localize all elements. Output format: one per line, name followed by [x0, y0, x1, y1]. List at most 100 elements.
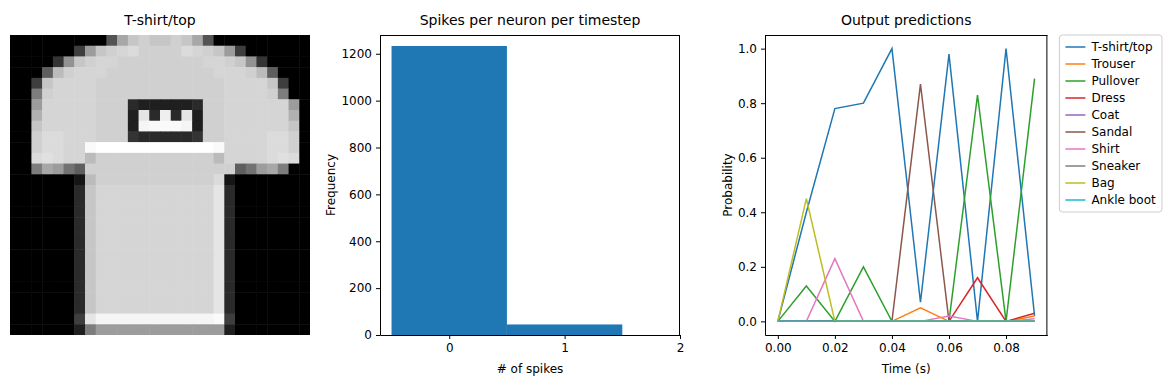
lines	[778, 49, 1035, 322]
pixel	[256, 142, 267, 153]
pixel	[181, 35, 192, 46]
series-line	[778, 199, 1035, 322]
pixel	[74, 217, 85, 228]
pixel	[235, 164, 246, 175]
pixel	[278, 217, 289, 228]
pixel	[106, 131, 117, 142]
pixel	[160, 239, 171, 250]
pixel	[235, 271, 246, 282]
pixel	[214, 303, 225, 314]
pixel	[10, 292, 21, 303]
pixel	[85, 110, 96, 121]
pixel	[128, 239, 139, 250]
pixel	[214, 89, 225, 100]
pixel	[181, 196, 192, 207]
pixel	[10, 196, 21, 207]
pixel	[10, 303, 21, 314]
tick: 600	[349, 188, 380, 202]
pixel	[139, 164, 150, 175]
pixel	[53, 292, 64, 303]
y-axis: 020040060080010001200	[341, 36, 380, 343]
pixel	[235, 303, 246, 314]
pixel	[267, 99, 278, 110]
pixel	[64, 142, 75, 153]
tick-mark	[376, 54, 380, 55]
pixel	[85, 67, 96, 78]
pixel	[192, 153, 203, 164]
pixel	[42, 314, 53, 325]
pixel	[128, 99, 139, 110]
pixel	[117, 121, 128, 132]
pixel	[139, 110, 150, 121]
pixel	[31, 206, 42, 217]
pixel	[267, 292, 278, 303]
pixel	[267, 110, 278, 121]
pixel	[278, 314, 289, 325]
pixel	[42, 239, 53, 250]
pixel	[74, 99, 85, 110]
pixel	[42, 185, 53, 196]
pixel	[299, 35, 310, 46]
pixel	[171, 46, 182, 57]
pixel	[21, 292, 32, 303]
legend-label: Sandal	[1091, 125, 1132, 139]
pixel	[171, 153, 182, 164]
pixel	[53, 164, 64, 175]
pixel	[299, 174, 310, 185]
pixel	[181, 260, 192, 271]
pixel	[192, 78, 203, 89]
pixel	[160, 164, 171, 175]
pixel	[224, 196, 235, 207]
pixel	[214, 174, 225, 185]
pixel	[235, 99, 246, 110]
legend-box	[1059, 35, 1162, 212]
pixel	[214, 46, 225, 57]
pixel	[256, 239, 267, 250]
tick-mark	[761, 267, 765, 268]
pixel	[21, 217, 32, 228]
pixel	[192, 281, 203, 292]
pixel	[64, 324, 75, 335]
pixel	[10, 217, 21, 228]
pixel	[171, 314, 182, 325]
pixel	[203, 206, 214, 217]
pixel	[139, 89, 150, 100]
pixel	[128, 110, 139, 121]
pixel	[214, 142, 225, 153]
pixel	[139, 281, 150, 292]
pixel	[235, 324, 246, 335]
pixel	[171, 174, 182, 185]
pixel	[235, 217, 246, 228]
pixel	[267, 185, 278, 196]
pixel	[224, 35, 235, 46]
pixel	[42, 78, 53, 89]
pixel	[214, 164, 225, 175]
pixel	[235, 89, 246, 100]
pixel	[289, 131, 300, 142]
pixel	[117, 314, 128, 325]
pixel	[10, 35, 21, 46]
pixel	[139, 99, 150, 110]
pixel	[149, 292, 160, 303]
pixel	[106, 249, 117, 260]
pixel	[21, 99, 32, 110]
pixel	[289, 217, 300, 228]
pixel	[171, 239, 182, 250]
axis-line	[380, 36, 381, 336]
pixel	[246, 142, 257, 153]
pixel	[64, 196, 75, 207]
pixel	[171, 249, 182, 260]
tick: 800	[349, 141, 380, 155]
pixel	[192, 314, 203, 325]
pixel	[256, 196, 267, 207]
pixel	[246, 303, 257, 314]
pixel	[289, 271, 300, 282]
pixel	[74, 46, 85, 57]
panel-title: T-shirt/top	[123, 12, 195, 28]
pixel	[171, 303, 182, 314]
series-line	[778, 321, 1035, 323]
pixel	[235, 78, 246, 89]
pixel	[42, 99, 53, 110]
pixel	[224, 249, 235, 260]
pixel	[181, 99, 192, 110]
